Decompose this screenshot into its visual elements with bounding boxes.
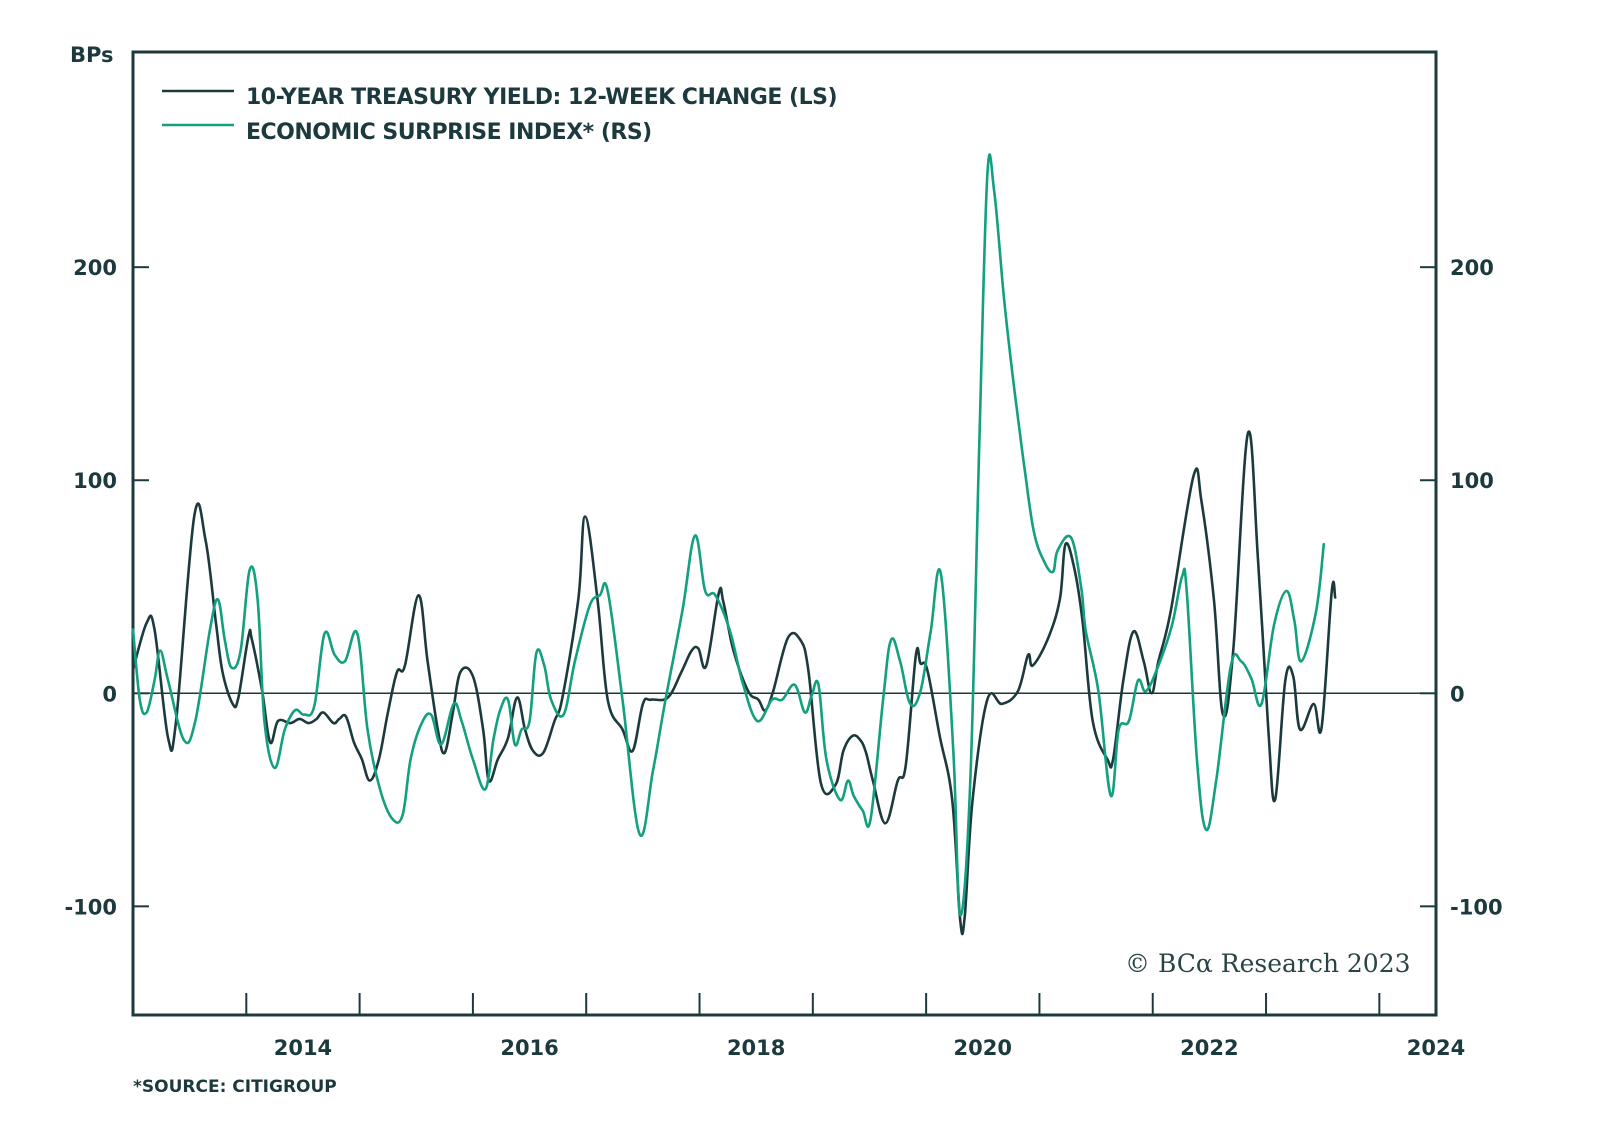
watermark: © BCα Research 2023 [1125, 949, 1411, 978]
x-tick-label: 2014 [274, 1036, 332, 1060]
series-lines [131, 153, 1337, 936]
y-tick-label-right: 200 [1450, 256, 1494, 280]
x-tick-label: 2022 [1180, 1036, 1238, 1060]
x-tick-label: 2016 [500, 1036, 558, 1060]
series-line-treasury-yield-change [131, 430, 1337, 936]
legend: 10-YEAR TREASURY YIELD: 12-WEEK CHANGE (… [162, 85, 838, 145]
series-line-economic-surprise-index [131, 153, 1326, 917]
y-tick-label-left: 100 [73, 469, 117, 493]
plot-frame [131, 50, 1438, 1017]
legend-label-treasury: 10-YEAR TREASURY YIELD: 12-WEEK CHANGE (… [246, 85, 837, 110]
tick-labels: -100 0 100 200 -100 0 100 200 2014 2016 2018 2020 20… [64, 256, 1502, 1060]
y-tick-label-right: 0 [1450, 682, 1465, 706]
footnote: *SOURCE: CITIGROUP [133, 1077, 337, 1097]
y-tick-label-left: 200 [73, 256, 117, 280]
x-tick-label: 2024 [1407, 1036, 1465, 1060]
y-tick-label-right: 100 [1450, 469, 1494, 493]
x-tick-label: 2018 [727, 1036, 785, 1060]
y-tick-label-left: 0 [102, 682, 117, 706]
legend-label-surprise: ECONOMIC SURPRISE INDEX* (RS) [246, 120, 652, 145]
y-tick-label-left: -100 [64, 895, 117, 919]
y-axis-unit-label: BPs [70, 43, 114, 67]
x-tick-label: 2020 [954, 1036, 1012, 1060]
y-tick-label-right: -100 [1450, 895, 1503, 919]
